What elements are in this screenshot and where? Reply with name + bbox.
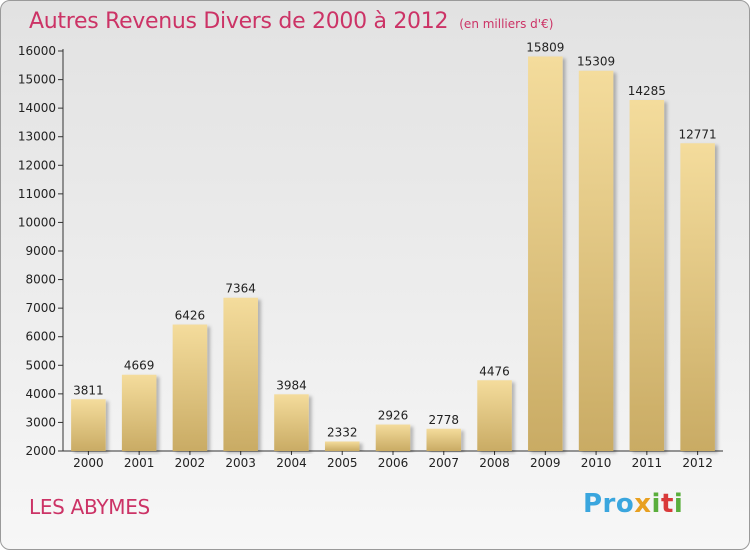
bar-2003 bbox=[223, 297, 258, 451]
bar-2002 bbox=[172, 324, 208, 451]
y-tick-label: 4000 bbox=[25, 387, 56, 401]
y-tick-label: 13000 bbox=[18, 130, 56, 144]
x-tick-label-2003: 2003 bbox=[225, 456, 256, 470]
y-tick-label: 16000 bbox=[18, 44, 56, 58]
y-tick-label: 7000 bbox=[25, 301, 56, 315]
data-label-2005: 2332 bbox=[327, 426, 358, 440]
x-tick-label-2007: 2007 bbox=[428, 456, 459, 470]
logo-part-1: Pro bbox=[583, 489, 635, 519]
x-tick-label-2004: 2004 bbox=[276, 456, 307, 470]
chart-title: Autres Revenus Divers de 2000 à 2012 (en… bbox=[29, 9, 553, 34]
bar-2004 bbox=[274, 394, 309, 451]
place-name: LES ABYMES bbox=[29, 495, 150, 519]
y-tick-label: 3000 bbox=[25, 415, 56, 429]
bar-2010 bbox=[578, 70, 614, 451]
bar-2001 bbox=[121, 374, 157, 451]
proxiti-logo: Proxiti bbox=[583, 489, 683, 519]
data-label-2004: 3984 bbox=[276, 378, 307, 392]
y-tick-label: 14000 bbox=[18, 101, 56, 115]
x-tick-label-2009: 2009 bbox=[530, 456, 561, 470]
x-tick-label-2010: 2010 bbox=[581, 456, 612, 470]
data-label-2009: 15809 bbox=[526, 40, 564, 54]
bar-2006 bbox=[375, 424, 411, 451]
y-tick-label: 10000 bbox=[18, 215, 56, 229]
chart-bars bbox=[71, 56, 715, 451]
data-label-2007: 2778 bbox=[428, 413, 459, 427]
data-label-2003: 7364 bbox=[225, 282, 256, 296]
bar-2009 bbox=[528, 56, 563, 451]
data-label-2006: 2926 bbox=[378, 409, 409, 423]
data-label-2001: 4669 bbox=[124, 359, 155, 373]
bar-2011 bbox=[629, 100, 665, 451]
y-tick-label: 6000 bbox=[25, 330, 56, 344]
data-label-2011: 14285 bbox=[628, 84, 666, 98]
bar-2008 bbox=[477, 380, 512, 451]
x-tick-label-2012: 2012 bbox=[682, 456, 713, 470]
bar-2000 bbox=[71, 399, 106, 451]
data-label-2008: 4476 bbox=[479, 364, 510, 378]
data-label-2012: 12771 bbox=[679, 127, 717, 141]
x-tick-label-2011: 2011 bbox=[632, 456, 663, 470]
logo-part-4: t bbox=[660, 489, 674, 519]
chart-data-labels: 3811 4669 6426 7364 3984 2332 2926 2778 4476 1580… bbox=[73, 40, 717, 439]
logo-part-2: x bbox=[634, 489, 652, 519]
y-tick-label: 9000 bbox=[25, 244, 56, 258]
x-tick-label-2008: 2008 bbox=[479, 456, 510, 470]
y-tick-label: 11000 bbox=[18, 187, 56, 201]
y-tick-label: 5000 bbox=[25, 358, 56, 372]
chart-title-main: Autres Revenus Divers de 2000 à 2012 bbox=[29, 9, 449, 34]
data-label-2010: 15309 bbox=[577, 55, 615, 69]
data-label-2002: 6426 bbox=[175, 309, 206, 323]
data-label-2000: 3811 bbox=[73, 383, 104, 397]
y-tick-label: 15000 bbox=[18, 73, 56, 87]
x-tick-label-2006: 2006 bbox=[378, 456, 409, 470]
y-tick-label: 8000 bbox=[25, 273, 56, 287]
y-tick-label: 12000 bbox=[18, 158, 56, 172]
x-tick-label-2005: 2005 bbox=[327, 456, 358, 470]
bar-2005 bbox=[324, 441, 360, 451]
chart-title-unit: (en milliers d'€) bbox=[459, 17, 554, 31]
chart-axes: 2000 3000 4000 5000 6000 7000 8000 9000 10000 110… bbox=[18, 44, 723, 470]
bar-2007 bbox=[426, 428, 462, 451]
x-tick-label-2002: 2002 bbox=[175, 456, 206, 470]
logo-part-5: i bbox=[673, 489, 684, 519]
y-tick-label: 2000 bbox=[25, 444, 56, 458]
logo-part-3: i bbox=[651, 489, 661, 519]
x-tick-label-2000: 2000 bbox=[73, 456, 104, 470]
x-tick-label-2001: 2001 bbox=[124, 456, 155, 470]
bar-2012 bbox=[680, 143, 715, 451]
